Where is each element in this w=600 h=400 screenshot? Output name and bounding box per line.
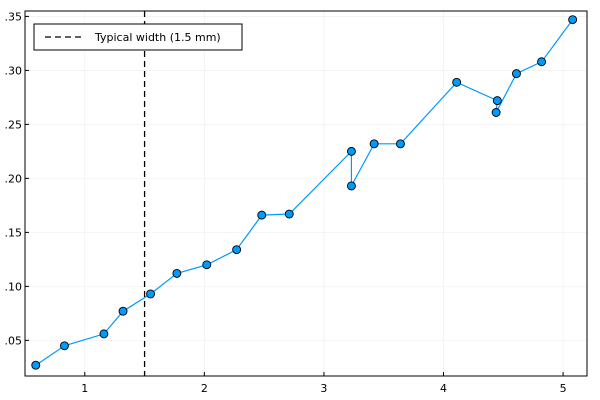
legend: Typical width (1.5 mm) [33,23,243,51]
plot-frame [24,10,588,377]
y-tick-label: .20 [5,172,23,185]
y-tick-label: .35 [5,10,23,23]
grid-lines [25,11,587,376]
y-tick-label: .25 [5,118,23,131]
legend-label: Typical width (1.5 mm) [94,31,221,44]
data-point [537,57,547,67]
data-point [232,245,242,255]
data-point [146,289,156,299]
y-tick-label: .10 [5,280,23,293]
x-tick-label: 2 [201,382,208,395]
series-line [35,19,574,366]
x-axis-ticks: 1 2 3 4 5 [81,372,567,395]
data-point [396,139,405,149]
y-tick-label: .30 [5,64,23,77]
data-point [172,268,182,278]
y-tick-label: .15 [5,226,23,239]
data-series [31,15,578,370]
data-point [512,69,521,79]
data-point [202,260,212,270]
data-point [99,329,109,339]
y-tick-label: .05 [5,334,23,347]
x-tick-label: 4 [440,382,447,395]
x-tick-label: 5 [560,382,567,395]
data-point [568,15,578,25]
data-point [492,96,502,106]
y-axis-ticks: .05 .10 .15 .20 .25 .30 .35 [5,10,29,347]
data-point [257,210,267,220]
data-point [284,209,294,219]
data-point [31,360,41,370]
data-point [346,181,356,191]
data-point [369,139,379,149]
data-point [346,146,356,156]
data-point [491,108,501,117]
data-point [118,306,128,316]
x-tick-label: 3 [320,382,327,395]
data-point [452,77,462,87]
x-tick-label: 1 [81,382,88,395]
data-point [60,341,69,351]
